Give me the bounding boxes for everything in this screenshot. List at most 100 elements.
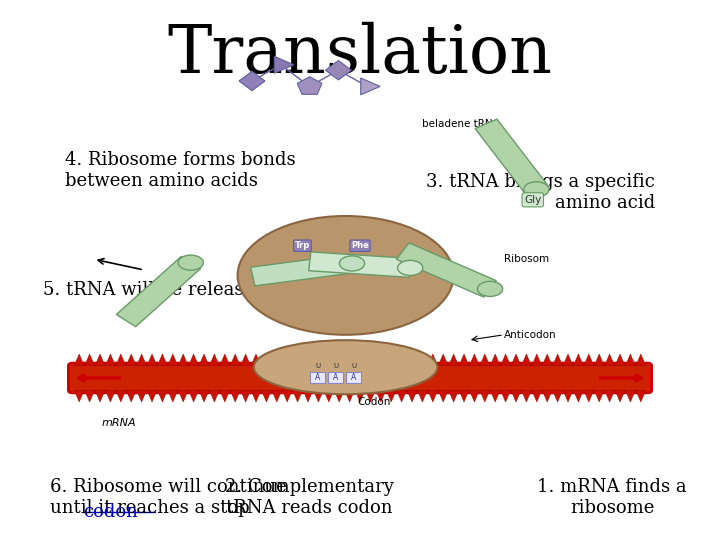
Polygon shape [251,254,354,286]
Polygon shape [626,354,636,366]
Text: 1. mRNA finds a
ribosome: 1. mRNA finds a ribosome [537,478,687,517]
Polygon shape [158,390,168,402]
Polygon shape [397,390,407,402]
Text: U: U [315,363,320,369]
Polygon shape [521,390,531,402]
Polygon shape [84,390,94,402]
Polygon shape [365,354,375,366]
Polygon shape [584,354,594,366]
Polygon shape [594,390,604,402]
Polygon shape [475,119,547,194]
Bar [346,372,361,383]
Polygon shape [271,390,282,402]
Polygon shape [459,354,469,366]
Polygon shape [428,390,438,402]
Polygon shape [615,354,625,366]
Polygon shape [459,390,469,402]
Ellipse shape [253,340,438,394]
Polygon shape [355,354,365,366]
Bar [328,372,343,383]
Polygon shape [438,390,449,402]
Ellipse shape [397,260,423,275]
Polygon shape [334,354,344,366]
Polygon shape [469,390,480,402]
Polygon shape [292,354,302,366]
Polygon shape [449,354,459,366]
Polygon shape [376,390,386,402]
Polygon shape [449,390,459,402]
FancyBboxPatch shape [68,363,652,393]
Polygon shape [137,390,147,402]
Polygon shape [199,354,209,366]
Ellipse shape [238,216,454,335]
Polygon shape [105,390,115,402]
Text: Translation: Translation [168,22,552,87]
Polygon shape [563,390,573,402]
Polygon shape [282,354,292,366]
Polygon shape [552,390,562,402]
Polygon shape [428,354,438,366]
Text: A: A [315,373,320,382]
Polygon shape [189,390,199,402]
Polygon shape [178,354,188,366]
Text: beladene tRNA: beladene tRNA [422,119,500,129]
Polygon shape [407,390,417,402]
Polygon shape [126,390,136,402]
Polygon shape [230,390,240,402]
Text: Codon: Codon [358,397,391,407]
Polygon shape [240,354,251,366]
Polygon shape [230,354,240,366]
Polygon shape [438,354,449,366]
Polygon shape [303,390,313,402]
Polygon shape [636,390,646,402]
Polygon shape [407,354,417,366]
Polygon shape [261,354,271,366]
Polygon shape [116,354,126,366]
Polygon shape [490,390,500,402]
Polygon shape [116,390,126,402]
Polygon shape [500,354,510,366]
Polygon shape [189,354,199,366]
Polygon shape [532,390,542,402]
Polygon shape [521,354,531,366]
Polygon shape [542,354,552,366]
Polygon shape [500,390,510,402]
Text: Gly: Gly [524,195,541,205]
Polygon shape [137,354,147,366]
Polygon shape [542,390,552,402]
Polygon shape [210,390,220,402]
Polygon shape [292,390,302,402]
Polygon shape [117,256,200,327]
Polygon shape [636,354,646,366]
Polygon shape [303,354,313,366]
Polygon shape [199,390,209,402]
Polygon shape [418,354,428,366]
Polygon shape [626,390,636,402]
Polygon shape [584,390,594,402]
Polygon shape [386,390,396,402]
Polygon shape [397,243,496,297]
Ellipse shape [523,182,549,197]
Polygon shape [605,390,615,402]
Polygon shape [95,354,105,366]
Polygon shape [261,390,271,402]
Text: Ribosom: Ribosom [504,254,549,264]
Text: A: A [333,373,338,382]
Polygon shape [418,390,428,402]
Polygon shape [480,390,490,402]
Polygon shape [605,354,615,366]
Polygon shape [376,354,386,366]
Polygon shape [324,390,334,402]
Polygon shape [95,390,105,402]
Polygon shape [147,390,157,402]
Polygon shape [573,354,583,366]
Polygon shape [282,390,292,402]
Polygon shape [594,354,604,366]
Text: Trp: Trp [294,241,310,250]
Polygon shape [313,390,323,402]
Text: mRNA: mRNA [102,418,136,429]
Text: U: U [351,363,356,369]
Polygon shape [105,354,115,366]
Polygon shape [251,390,261,402]
Text: 6. Ribosome will continue
until it reaches a stop: 6. Ribosome will continue until it reach… [50,478,287,517]
